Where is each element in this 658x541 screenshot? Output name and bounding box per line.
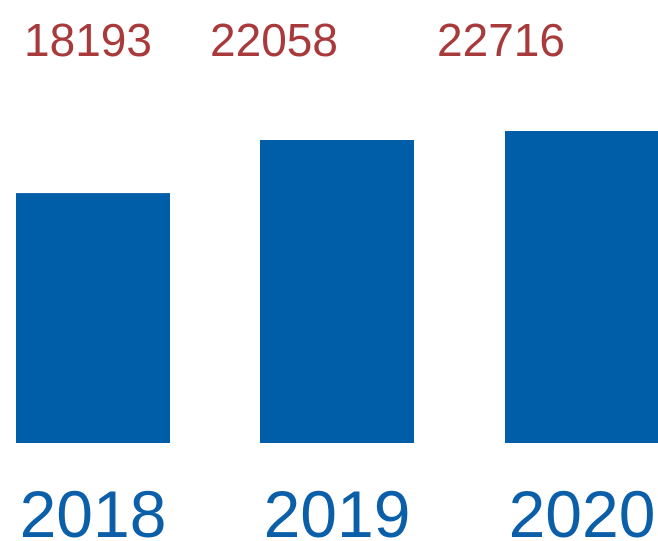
bar-2019 <box>260 140 414 443</box>
x-tick-label-2019: 2019 <box>264 477 411 541</box>
data-label-2018: 18193 <box>24 14 152 66</box>
x-tick-label-2020: 2020 <box>509 477 656 541</box>
data-label-2020: 22716 <box>437 14 565 66</box>
x-tick-label-2018: 2018 <box>20 477 167 541</box>
data-label-2019: 22058 <box>210 14 338 66</box>
bar-2020 <box>505 131 658 443</box>
bar-2018 <box>16 193 170 443</box>
